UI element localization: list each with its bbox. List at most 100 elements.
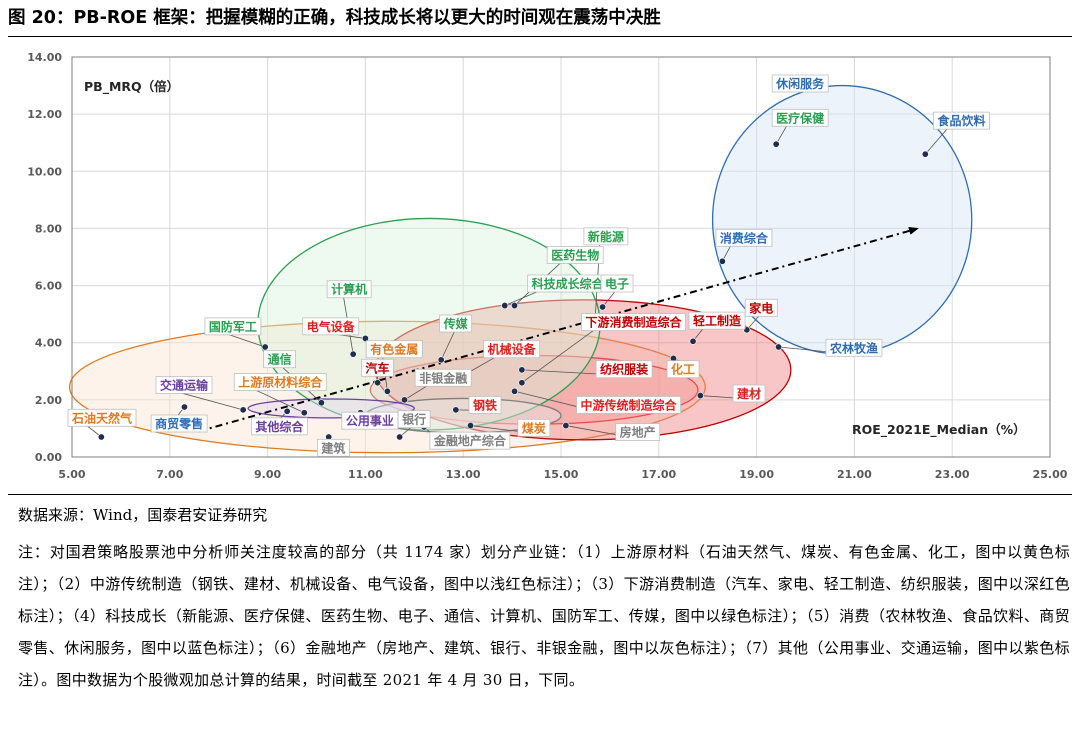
data-label-box bbox=[732, 384, 766, 403]
data-point[interactable] bbox=[401, 396, 409, 404]
leader-line bbox=[925, 125, 950, 155]
data-label: 新能源 bbox=[588, 229, 624, 244]
data-point[interactable] bbox=[300, 409, 308, 417]
data-label-box bbox=[600, 274, 634, 293]
plot-frame bbox=[71, 56, 1051, 458]
data-label: 汽车 bbox=[365, 360, 389, 375]
data-label-box bbox=[581, 313, 686, 331]
data-label-box bbox=[263, 350, 297, 369]
trend-arrow-line bbox=[198, 227, 919, 433]
figure-note: 注：对国君策略股票池中分析师关注度较高的部分（共 1174 家）划分产业链：（1… bbox=[18, 543, 1070, 689]
data-label: 电子 bbox=[605, 276, 629, 291]
data-label-box bbox=[429, 431, 511, 450]
data-points bbox=[97, 140, 929, 441]
data-source: 数据来源：Wind，国泰君安证券研究 bbox=[18, 506, 268, 524]
data-label-box bbox=[615, 423, 661, 441]
data-point[interactable] bbox=[239, 406, 247, 414]
data-label: 国防军工 bbox=[209, 319, 257, 334]
x-tick-label: 15.00 bbox=[544, 468, 579, 481]
data-label: 建材 bbox=[736, 386, 761, 401]
data-label: 非银金融 bbox=[419, 370, 467, 385]
data-label: 煤炭 bbox=[522, 420, 546, 435]
leader-line bbox=[775, 123, 789, 145]
data-point[interactable] bbox=[689, 337, 697, 345]
data-label-box bbox=[468, 396, 502, 414]
data-label: 石油天然气 bbox=[71, 410, 132, 425]
data-label-box bbox=[546, 246, 604, 264]
data-label: 食品饮料 bbox=[937, 113, 986, 128]
axes: 5.00 7.00 9.00 11.00 13.00 15.00 17.00 19.00 21.… bbox=[27, 51, 1068, 481]
data-label: 银行 bbox=[402, 412, 426, 427]
data-label: 计算机 bbox=[331, 282, 367, 297]
data-label: 房地产 bbox=[620, 425, 656, 440]
data-label-box bbox=[365, 340, 423, 359]
data-label-box bbox=[250, 417, 308, 436]
y-tick-label: 4.00 bbox=[35, 337, 62, 350]
data-point[interactable] bbox=[317, 399, 325, 407]
data-point[interactable] bbox=[452, 406, 460, 414]
data-point[interactable] bbox=[97, 433, 105, 441]
data-label: 化工 bbox=[671, 362, 695, 377]
data-label-box bbox=[583, 227, 629, 246]
data-label-box bbox=[150, 414, 208, 433]
x-tick-label: 23.00 bbox=[935, 468, 970, 481]
data-label: 其他综合 bbox=[255, 419, 304, 434]
data-point[interactable] bbox=[772, 140, 780, 148]
data-point[interactable] bbox=[383, 387, 391, 395]
data-point[interactable] bbox=[501, 302, 509, 310]
data-label-box bbox=[233, 373, 327, 391]
y-axis-title: PB_MRQ（倍） bbox=[84, 79, 179, 95]
data-label: 商贸零售 bbox=[155, 416, 203, 431]
y-tick-label: 10.00 bbox=[27, 165, 62, 178]
data-label: 农林牧渔 bbox=[829, 340, 878, 355]
data-label-box bbox=[595, 360, 653, 379]
x-tick-label: 11.00 bbox=[348, 468, 383, 481]
data-point[interactable] bbox=[518, 366, 526, 374]
data-point[interactable] bbox=[437, 356, 445, 364]
data-label-box bbox=[302, 317, 360, 336]
x-tick-label: 25.00 bbox=[1033, 468, 1068, 481]
data-point[interactable] bbox=[562, 422, 570, 430]
y-tick-label: 14.00 bbox=[27, 51, 62, 64]
data-label: 消费综合 bbox=[720, 230, 769, 245]
data-point[interactable] bbox=[396, 433, 404, 441]
data-point[interactable] bbox=[511, 387, 519, 395]
data-point[interactable] bbox=[467, 422, 475, 430]
data-point[interactable] bbox=[921, 150, 929, 158]
data-label-box bbox=[715, 228, 773, 247]
data-point[interactable] bbox=[775, 343, 783, 351]
data-label: 医疗保健 bbox=[776, 110, 825, 125]
data-point[interactable] bbox=[374, 379, 382, 387]
data-point[interactable] bbox=[511, 302, 519, 310]
data-point[interactable] bbox=[180, 403, 188, 411]
data-label-box bbox=[414, 368, 472, 387]
x-tick-label: 21.00 bbox=[837, 468, 872, 481]
data-point[interactable] bbox=[599, 303, 607, 311]
data-label: 上游原材料综合 bbox=[238, 375, 323, 390]
data-label-box bbox=[771, 74, 829, 93]
data-point[interactable] bbox=[361, 334, 369, 342]
data-label: 钢铁 bbox=[473, 397, 497, 412]
data-point[interactable] bbox=[718, 257, 726, 265]
data-point[interactable] bbox=[518, 379, 526, 387]
data-point[interactable] bbox=[349, 350, 357, 358]
leader-line bbox=[440, 328, 457, 361]
data-label-box bbox=[576, 396, 681, 414]
data-label: 下游消费制造综合 bbox=[585, 315, 682, 330]
plot-background bbox=[0, 40, 1080, 488]
data-point[interactable] bbox=[261, 343, 269, 351]
data-point[interactable] bbox=[696, 392, 704, 400]
y-tick-label: 6.00 bbox=[35, 280, 62, 293]
data-label-box bbox=[67, 408, 137, 427]
leader-line bbox=[250, 387, 305, 414]
data-label-box bbox=[517, 418, 551, 437]
data-label-box bbox=[397, 410, 431, 429]
data-point[interactable] bbox=[283, 407, 291, 415]
data-label: 机械设备 bbox=[488, 342, 537, 357]
chart-canvas: 5.00 7.00 9.00 11.00 13.00 15.00 17.00 19.00 21.… bbox=[0, 40, 1080, 488]
data-label-box bbox=[688, 311, 746, 330]
data-label: 有色金属 bbox=[370, 342, 418, 357]
x-tick-label: 7.00 bbox=[156, 468, 183, 481]
data-label: 金融地产综合 bbox=[433, 433, 507, 448]
data-label-box bbox=[744, 298, 778, 317]
